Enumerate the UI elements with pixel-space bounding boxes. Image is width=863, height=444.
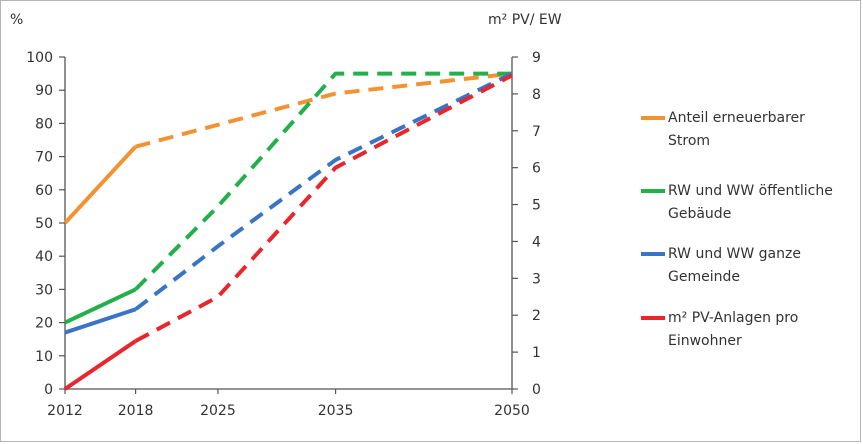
legend-label-line: Strom bbox=[668, 133, 711, 149]
series-line-solid bbox=[63, 339, 137, 391]
series-2 bbox=[64, 71, 513, 335]
legend-label-line: RW und WW öffentliche bbox=[668, 183, 833, 199]
right-tick-label: 9 bbox=[532, 50, 541, 66]
legend-label-line: Anteil erneuerbarer bbox=[668, 110, 805, 126]
series-line-solid bbox=[64, 287, 137, 325]
series-line-dashed bbox=[134, 73, 513, 343]
right-tick-label: 5 bbox=[532, 198, 541, 214]
legend-label-line: Gemeinde bbox=[668, 269, 740, 285]
left-tick-label: 0 bbox=[44, 382, 53, 398]
series-line-dashed bbox=[134, 71, 513, 311]
series-3 bbox=[63, 73, 513, 391]
left-tick-label: 10 bbox=[35, 349, 53, 365]
x-tick-label: 2035 bbox=[318, 403, 354, 419]
x-tick-label: 2025 bbox=[200, 403, 236, 419]
right-tick-label: 2 bbox=[532, 308, 541, 324]
left-tick-label: 30 bbox=[35, 282, 53, 298]
x-tick-label: 2018 bbox=[118, 403, 154, 419]
left-axis-unit: % bbox=[10, 12, 23, 28]
legend-label-line: RW und WW ganze bbox=[668, 246, 801, 262]
left-tick-label: 50 bbox=[35, 216, 53, 232]
left-tick-label: 70 bbox=[35, 150, 53, 166]
right-tick-label: 7 bbox=[532, 124, 541, 140]
series-line-solid bbox=[63, 145, 138, 225]
left-tick-label: 60 bbox=[35, 183, 53, 199]
right-tick-label: 8 bbox=[532, 87, 541, 103]
series-line-solid bbox=[64, 307, 137, 335]
legend-label-line: m² PV-Anlagen pro bbox=[668, 310, 799, 326]
legend-label-whole-municipality: RW und WW ganze Gemeinde bbox=[668, 243, 863, 289]
left-tick-label: 80 bbox=[35, 116, 53, 132]
right-tick-label: 1 bbox=[532, 345, 541, 361]
right-tick-label: 4 bbox=[532, 234, 541, 250]
right-axis-unit: m² PV/ EW bbox=[488, 12, 562, 28]
right-tick-label: 6 bbox=[532, 161, 541, 177]
x-tick-label: 2050 bbox=[494, 403, 530, 419]
left-tick-label: 20 bbox=[35, 316, 53, 332]
x-tick-label: 2012 bbox=[47, 403, 83, 419]
legend-label-pv-per-inhabitant: m² PV-Anlagen pro Einwohner bbox=[668, 307, 863, 353]
left-tick-label: 40 bbox=[35, 249, 53, 265]
left-tick-label: 90 bbox=[35, 83, 53, 99]
legend-label-line: Gebäude bbox=[668, 206, 732, 222]
left-tick-label: 100 bbox=[26, 50, 53, 66]
right-tick-label: 0 bbox=[532, 382, 541, 398]
series-line-dashed bbox=[134, 71, 512, 291]
legend-label-renewable: Anteil erneuerbarer Strom bbox=[668, 107, 863, 153]
legend-label-line: Einwohner bbox=[668, 333, 742, 349]
right-tick-label: 3 bbox=[532, 271, 541, 287]
legend-label-public-buildings: RW und WW öffentliche Gebäude bbox=[668, 180, 863, 226]
